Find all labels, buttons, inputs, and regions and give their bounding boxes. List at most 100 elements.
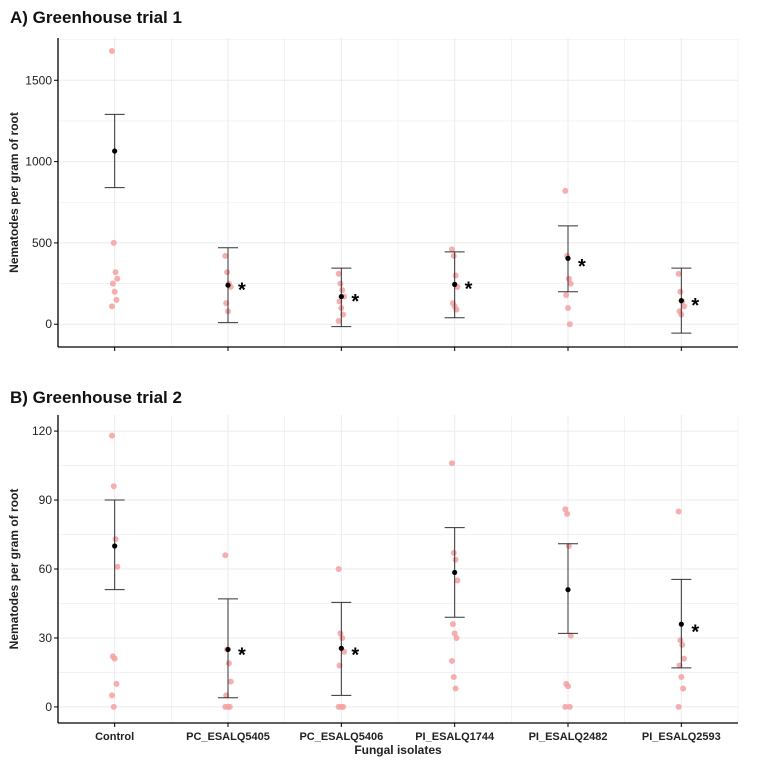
data-point	[110, 483, 117, 490]
data-point	[110, 703, 117, 710]
x-category-label: PC_ESALQ5406	[299, 731, 383, 743]
mean-point	[678, 621, 684, 627]
data-point	[567, 632, 574, 639]
data-point	[675, 508, 682, 515]
data-point	[564, 510, 571, 517]
data-point	[335, 566, 342, 572]
y-axis-label: Nematodes per gram of root	[7, 489, 21, 650]
data-point	[565, 304, 571, 311]
significance-marker: *	[351, 644, 359, 666]
data-point	[111, 655, 118, 662]
y-tick-label: 1500	[25, 73, 52, 87]
data-point	[450, 252, 457, 259]
data-point	[224, 269, 231, 276]
data-point	[677, 637, 684, 644]
y-tick-label: 0	[45, 317, 52, 331]
data-point	[109, 280, 116, 287]
data-point	[448, 460, 455, 467]
x-category-label: PI_ESALQ1744	[415, 731, 495, 743]
data-point	[339, 634, 346, 641]
mean-point	[225, 282, 231, 288]
data-point	[108, 303, 115, 310]
x-category-label: PC_ESALQ5405	[186, 731, 270, 743]
data-point	[562, 703, 569, 710]
data-point	[335, 270, 342, 277]
data-point	[335, 317, 342, 324]
data-point	[567, 280, 574, 287]
significance-marker: *	[691, 295, 699, 317]
data-point	[675, 703, 682, 710]
data-point	[108, 432, 115, 439]
mean-point	[338, 645, 344, 651]
y-tick-label: 0	[45, 700, 52, 714]
data-point	[108, 692, 115, 699]
data-point	[335, 703, 342, 710]
data-point	[337, 280, 344, 287]
data-point	[112, 269, 119, 276]
data-point	[566, 703, 573, 710]
data-point	[563, 291, 570, 298]
data-point	[452, 272, 459, 279]
panel-a: A) Greenhouse trial 1 0 500 1000 1500 Nematod…	[7, 8, 739, 351]
data-point	[454, 577, 461, 584]
x-axis-label: Fungal isolates	[354, 743, 442, 757]
mean-point	[452, 569, 458, 576]
data-point	[448, 246, 455, 253]
significance-marker: *	[238, 644, 246, 666]
y-tick-label: 90	[39, 493, 53, 507]
data-point	[339, 287, 346, 294]
x-category-label: Control	[95, 731, 134, 743]
mean-point	[112, 543, 118, 549]
data-point	[226, 703, 233, 710]
data-point	[449, 621, 456, 628]
data-point	[112, 536, 119, 543]
data-point	[681, 303, 688, 310]
mean-point	[225, 646, 231, 653]
significance-marker: *	[351, 291, 359, 313]
data-point	[565, 543, 572, 550]
data-point	[337, 630, 344, 637]
panel-b: B) Greenhouse trial 2 0 30 60 90 120 Nematodes…	[7, 388, 739, 757]
panel-title: A) Greenhouse trial 1	[10, 8, 182, 27]
data-point	[452, 685, 459, 692]
y-tick-label: 120	[32, 424, 52, 438]
y-axis-label: Nematodes per gram of root	[7, 112, 21, 273]
significance-marker: *	[465, 279, 473, 301]
data-point	[565, 275, 572, 282]
x-category-label: PI_ESALQ2482	[529, 731, 608, 743]
data-point	[448, 657, 455, 664]
data-point	[111, 288, 118, 295]
mean-point	[112, 148, 118, 154]
data-point	[679, 641, 686, 648]
data-point	[681, 655, 688, 662]
data-point	[222, 252, 229, 259]
y-tick-label: 1000	[25, 155, 52, 169]
data-point	[222, 552, 229, 559]
mean-point	[678, 298, 684, 304]
data-point	[450, 674, 457, 681]
mean-point	[338, 293, 344, 300]
x-category-label: PI_ESALQ2593	[642, 731, 721, 743]
data-point	[113, 680, 120, 687]
mean-point	[452, 281, 458, 287]
data-point	[675, 270, 682, 277]
data-point	[562, 187, 569, 194]
data-point	[680, 685, 687, 692]
data-point	[451, 630, 458, 637]
data-point	[227, 678, 234, 685]
data-point	[562, 506, 569, 513]
data-point	[340, 703, 347, 710]
significance-marker: *	[691, 621, 699, 643]
mean-point	[565, 587, 571, 593]
data-point	[222, 703, 229, 710]
data-point	[566, 321, 573, 328]
panel-title: B) Greenhouse trial 2	[10, 388, 182, 407]
mean-point	[565, 255, 571, 261]
data-point	[453, 634, 460, 641]
data-point	[114, 275, 121, 282]
data-point	[452, 556, 459, 563]
data-point	[565, 683, 571, 690]
data-point	[678, 674, 685, 681]
y-tick-label: 30	[39, 631, 53, 645]
